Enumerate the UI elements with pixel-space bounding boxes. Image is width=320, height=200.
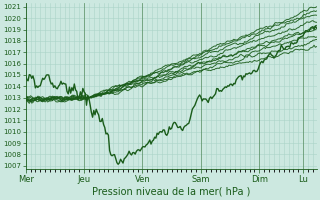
- X-axis label: Pression niveau de la mer( hPa ): Pression niveau de la mer( hPa ): [92, 187, 250, 197]
